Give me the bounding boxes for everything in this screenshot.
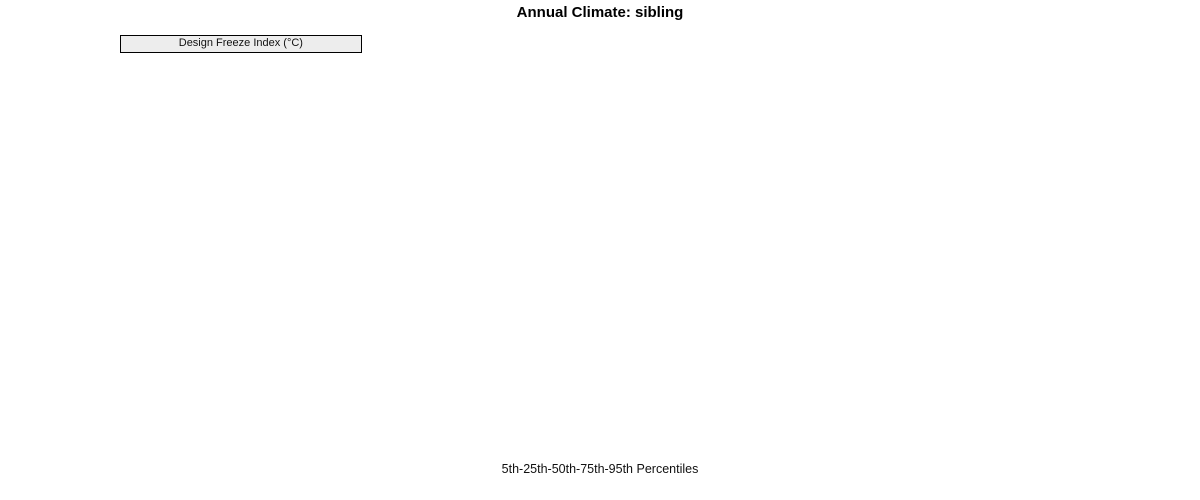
percentile-caption: 5th-25th-50th-75th-95th Percentiles <box>501 462 699 476</box>
panel-header: Design Freeze Index (°C) <box>120 35 362 53</box>
chart-title: Annual Climate: sibling <box>516 4 684 21</box>
